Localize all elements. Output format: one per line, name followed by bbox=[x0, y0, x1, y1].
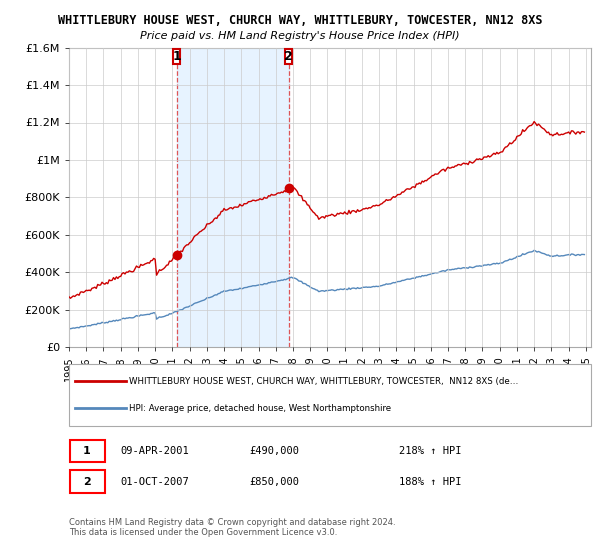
Text: £490,000: £490,000 bbox=[249, 446, 299, 456]
FancyBboxPatch shape bbox=[286, 49, 292, 64]
Text: 188% ↑ HPI: 188% ↑ HPI bbox=[399, 477, 461, 487]
FancyBboxPatch shape bbox=[173, 49, 180, 64]
Text: HPI: Average price, detached house, West Northamptonshire: HPI: Average price, detached house, West… bbox=[129, 404, 391, 413]
Text: £850,000: £850,000 bbox=[249, 477, 299, 487]
Text: WHITTLEBURY HOUSE WEST, CHURCH WAY, WHITTLEBURY, TOWCESTER,  NN12 8XS (de…: WHITTLEBURY HOUSE WEST, CHURCH WAY, WHIT… bbox=[129, 377, 518, 386]
Text: Contains HM Land Registry data © Crown copyright and database right 2024.
This d: Contains HM Land Registry data © Crown c… bbox=[69, 518, 395, 538]
Text: 2: 2 bbox=[284, 50, 293, 63]
Text: 218% ↑ HPI: 218% ↑ HPI bbox=[399, 446, 461, 456]
Text: 1: 1 bbox=[172, 50, 181, 63]
Bar bbox=[176, 48, 289, 347]
Text: 01-OCT-2007: 01-OCT-2007 bbox=[120, 477, 189, 487]
Text: 2: 2 bbox=[83, 477, 91, 487]
Text: 09-APR-2001: 09-APR-2001 bbox=[120, 446, 189, 456]
Text: Price paid vs. HM Land Registry's House Price Index (HPI): Price paid vs. HM Land Registry's House … bbox=[140, 31, 460, 41]
Text: 1: 1 bbox=[83, 446, 91, 456]
Text: WHITTLEBURY HOUSE WEST, CHURCH WAY, WHITTLEBURY, TOWCESTER, NN12 8XS: WHITTLEBURY HOUSE WEST, CHURCH WAY, WHIT… bbox=[58, 14, 542, 27]
